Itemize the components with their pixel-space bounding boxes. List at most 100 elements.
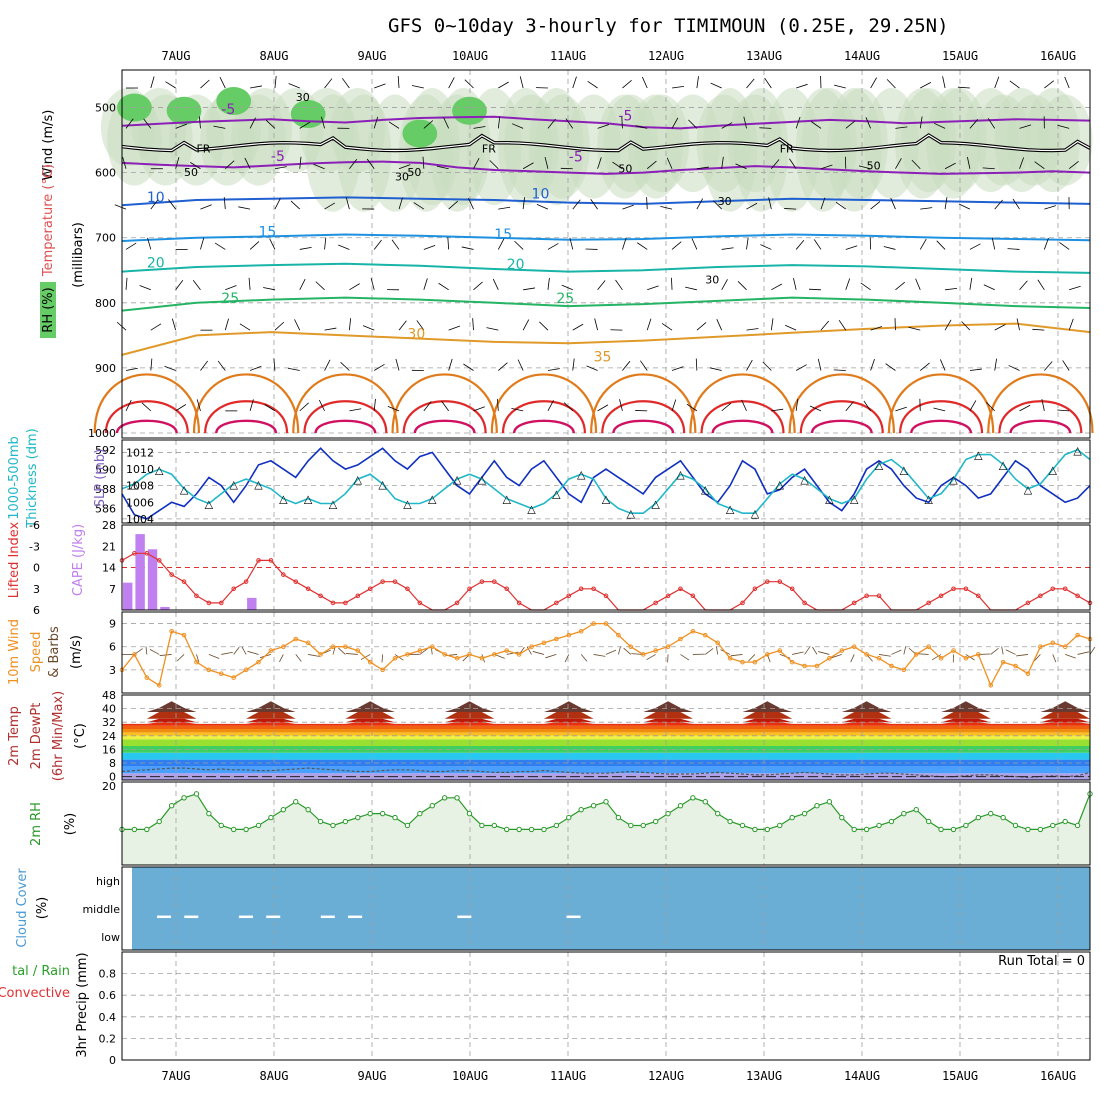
isotherm-label: 20 <box>507 257 525 273</box>
rh-point <box>268 814 274 821</box>
wind-barb <box>646 160 657 170</box>
isotherm-dome <box>292 373 399 434</box>
wind-barb <box>1019 280 1028 291</box>
wind-speed-point <box>603 621 609 626</box>
wind-barb-10m <box>779 654 791 659</box>
rh-point <box>441 795 448 801</box>
wind-barb <box>590 199 598 210</box>
lifted-index-point <box>293 579 299 584</box>
wind-speed-point <box>926 644 931 650</box>
wind-barb <box>199 116 201 129</box>
wind-barb <box>795 364 807 371</box>
lifted-index-point <box>690 593 696 599</box>
rh-point <box>367 810 373 817</box>
lifted-index-point <box>603 593 609 599</box>
wind-barb <box>597 280 606 291</box>
isotherm-label: 20 <box>147 256 165 272</box>
wind-barb <box>597 124 610 129</box>
wind-barb-10m <box>1033 654 1041 662</box>
rh-shade <box>1037 94 1093 186</box>
wind-speed-point <box>305 640 311 646</box>
wind-barb <box>422 156 425 169</box>
wind-speed-point <box>405 652 410 657</box>
isotherm-label: 30 <box>407 327 425 343</box>
wind-barb <box>249 399 254 411</box>
rh-point <box>1037 826 1044 833</box>
wind-speed-point <box>454 655 460 661</box>
wind-barb <box>793 278 797 290</box>
wind-barb <box>612 161 623 170</box>
isotherm-dome <box>501 400 587 434</box>
chart-title: GFS 0~10day 3-hourly for TIMIMOUN (0.25E… <box>388 15 949 37</box>
rh-point <box>938 826 944 833</box>
wind-barb <box>397 76 400 89</box>
wind-barb <box>164 365 176 371</box>
wind-barb <box>150 323 162 331</box>
thickness-marker: △ <box>502 493 511 506</box>
rain-legend-label: tal / Rain <box>12 964 70 979</box>
wind-barb <box>511 407 524 412</box>
lifted-index-point <box>492 579 497 584</box>
wind-barb <box>370 278 375 290</box>
wind-barb <box>834 84 846 89</box>
wind-barb <box>696 166 709 170</box>
wind-barb <box>473 126 486 129</box>
wind-barb <box>920 207 933 210</box>
wind-barb <box>324 78 333 89</box>
cape-axis-label: CAPE (J/kg) <box>71 524 86 596</box>
wind-barb-10m <box>850 654 855 663</box>
wind-barb <box>150 358 153 371</box>
temperature-tick-label: 48 <box>102 689 116 702</box>
wind-barb <box>324 327 337 331</box>
wind-barb <box>373 116 379 129</box>
isotherm-line <box>121 115 1091 130</box>
wind-barb <box>125 399 132 412</box>
thickness-marker: △ <box>651 497 660 510</box>
wind-barb <box>448 200 458 210</box>
wind-barb <box>746 237 749 250</box>
wind-barb <box>1034 161 1045 170</box>
lifted-index-point <box>367 586 373 592</box>
lifted-index-point <box>851 600 857 606</box>
rh-point <box>131 826 138 833</box>
wind-barb <box>858 165 871 170</box>
wind-speed-point <box>218 671 224 677</box>
rh-point <box>243 826 249 833</box>
wind-barb <box>147 237 152 250</box>
wind-barb <box>641 76 648 89</box>
temperature-band <box>122 759 1090 767</box>
wind-speed-point <box>392 655 398 661</box>
wind-speed-point <box>417 648 423 653</box>
wind-barb <box>274 198 281 210</box>
wind-tick-label: 3 <box>109 664 116 677</box>
wind-barb-10m <box>748 654 756 662</box>
wind-barb <box>870 359 875 371</box>
isotherm-line <box>121 262 1091 274</box>
lifted-index-point <box>1050 586 1056 592</box>
wind-barb <box>795 116 801 129</box>
wind-barb <box>168 199 176 210</box>
wind-barb <box>321 116 325 129</box>
wind-barb <box>671 366 684 371</box>
wind-speed-point <box>851 644 857 650</box>
wind-barb <box>349 159 358 169</box>
isotherm-dome <box>910 419 973 434</box>
wind-barb <box>716 319 723 331</box>
rh-point <box>640 822 646 829</box>
wind-barb <box>709 367 722 371</box>
isotherm-dome <box>104 400 189 434</box>
wind-barb <box>743 116 747 129</box>
lifted-index-point <box>156 558 162 563</box>
thickness-marker: △ <box>949 473 958 486</box>
wind-barb-10m <box>381 654 384 663</box>
thickness-tick-label: 588 <box>95 483 116 496</box>
wind-speed-point <box>194 659 199 665</box>
wind-barb <box>514 240 524 250</box>
wind-barb <box>150 76 155 89</box>
wind-speed-point <box>504 648 510 653</box>
wind-barb <box>961 321 971 331</box>
thickness-marker: △ <box>254 478 263 491</box>
lifted-index-point <box>951 586 956 592</box>
pressure-tick-label: 700 <box>95 232 116 245</box>
wind-barb-10m <box>646 654 656 661</box>
